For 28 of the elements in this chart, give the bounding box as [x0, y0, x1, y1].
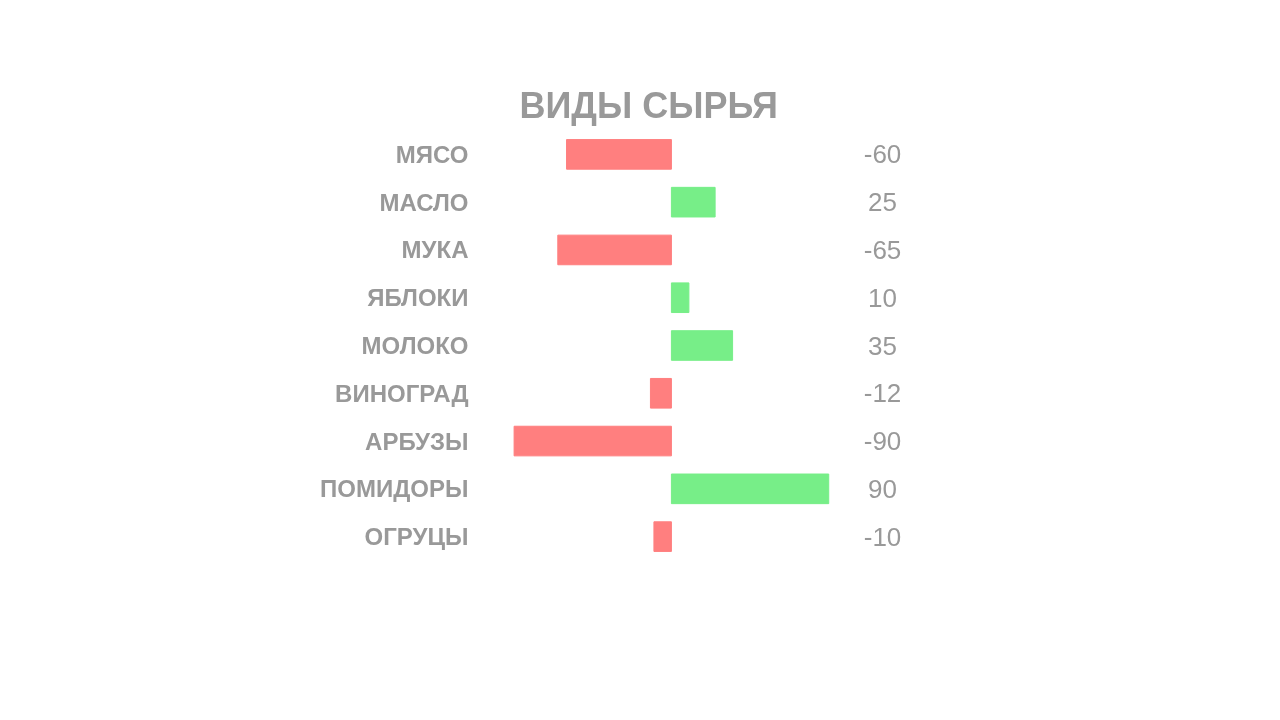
- y-tick-label: ОГРУЦЫ: [364, 523, 469, 551]
- y-tick-label: АРБУЗЫ: [365, 427, 469, 455]
- y-tick-label: МУКА: [401, 236, 469, 264]
- data-label: -12: [863, 378, 902, 409]
- bar: [670, 473, 830, 505]
- data-label: -60: [863, 139, 902, 170]
- bar: [566, 139, 672, 170]
- y-tick-label: ВИНОГРАД: [335, 379, 469, 407]
- y-tick-label: МАСЛО: [379, 188, 469, 216]
- y-tick-label: МОЛОКО: [361, 332, 469, 359]
- chart-title: ВИДЫ СЫРЬЯ: [519, 84, 778, 126]
- data-label: -65: [863, 234, 902, 265]
- data-label: 35: [868, 330, 897, 361]
- data-label: 25: [868, 187, 897, 218]
- bar: [653, 521, 672, 552]
- data-label: -10: [863, 521, 902, 552]
- bar: [513, 425, 672, 457]
- data-label: -90: [863, 426, 902, 457]
- data-label: 10: [868, 282, 897, 313]
- y-tick-label: МЯСО: [395, 140, 469, 168]
- data-label: 90: [868, 473, 897, 504]
- y-tick-label: ЯБЛОКИ: [367, 284, 469, 312]
- bar: [670, 282, 690, 314]
- y-tick-label: ПОМИДОРЫ: [320, 475, 469, 503]
- bar: [670, 330, 734, 361]
- bar: [557, 234, 672, 266]
- bar: [649, 377, 672, 409]
- bar: [670, 186, 716, 218]
